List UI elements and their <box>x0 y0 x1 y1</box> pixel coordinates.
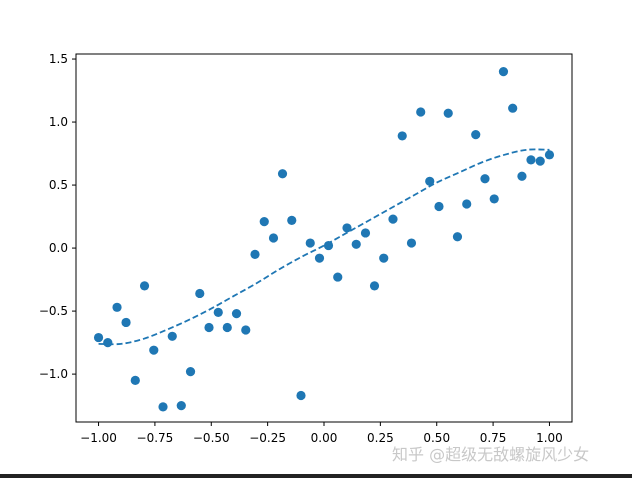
data-point <box>360 228 371 238</box>
data-point <box>250 249 260 259</box>
y-tick-label: −0.5 <box>39 304 68 318</box>
plot-area <box>75 53 573 423</box>
data-point <box>406 238 417 248</box>
data-point <box>425 176 435 186</box>
x-tick-label: −0.75 <box>137 431 174 445</box>
data-point <box>158 402 168 412</box>
data-point <box>388 214 398 224</box>
x-tick-label: −0.25 <box>249 431 286 445</box>
y-tick-label: 0.5 <box>49 178 68 192</box>
data-point <box>167 331 177 341</box>
data-point <box>333 272 343 282</box>
data-point <box>379 253 389 263</box>
data-point <box>462 199 472 209</box>
data-point <box>314 253 325 263</box>
data-point <box>296 390 306 401</box>
data-point <box>498 67 509 77</box>
data-point <box>130 375 140 386</box>
x-tick-label: 0.25 <box>367 431 394 445</box>
y-tick-label: 0.0 <box>49 241 68 255</box>
data-point <box>480 174 490 184</box>
x-tick-label: 0.00 <box>311 431 338 445</box>
data-point <box>231 309 242 319</box>
data-point <box>517 171 527 181</box>
data-point <box>112 302 122 312</box>
data-point <box>222 322 232 333</box>
data-point <box>204 322 214 333</box>
data-point <box>103 338 113 348</box>
x-tick-label: 1.00 <box>536 431 563 445</box>
data-point <box>544 150 555 160</box>
data-point <box>93 332 104 343</box>
data-point <box>259 217 269 227</box>
x-tick-label: −0.50 <box>193 431 230 445</box>
data-point <box>351 239 361 249</box>
data-point <box>268 233 279 243</box>
data-point <box>508 103 518 113</box>
data-point <box>149 345 159 355</box>
data-point <box>241 325 251 335</box>
data-point <box>195 288 205 299</box>
data-point <box>323 240 334 251</box>
data-point <box>535 156 545 166</box>
data-point <box>416 107 426 117</box>
x-tick-label: −1.00 <box>80 431 117 445</box>
x-tick-label: 0.75 <box>480 431 507 445</box>
data-point <box>176 401 186 411</box>
data-point <box>277 169 288 179</box>
y-axis: −1.0 −0.5 0.0 0.5 1.0 1.5 <box>39 52 76 381</box>
data-point <box>121 317 131 328</box>
data-point <box>526 155 536 165</box>
data-point <box>185 366 196 377</box>
data-point <box>397 131 407 141</box>
data-point <box>443 108 453 118</box>
bottom-border <box>0 474 632 478</box>
data-point <box>434 201 444 212</box>
data-point <box>139 281 150 291</box>
fit-curve <box>98 148 550 346</box>
data-point <box>213 307 223 317</box>
watermark: 知乎 @超级无敌螺旋风少女 <box>392 445 590 464</box>
x-axis: −1.00 −0.75 −0.50 −0.25 0.00 0.25 0.50 0.75 1.00 <box>80 422 563 445</box>
data-point <box>471 130 481 140</box>
x-tick-label: 0.50 <box>423 431 450 445</box>
y-tick-label: −1.0 <box>39 367 68 381</box>
data-point <box>305 238 315 248</box>
data-point <box>369 281 380 291</box>
data-point <box>342 223 352 233</box>
y-tick-label: 1.0 <box>49 115 68 129</box>
data-point <box>287 215 297 225</box>
y-tick-label: 1.5 <box>49 52 68 66</box>
scatter-points <box>93 67 555 412</box>
data-point <box>489 194 499 204</box>
data-point <box>452 232 463 242</box>
